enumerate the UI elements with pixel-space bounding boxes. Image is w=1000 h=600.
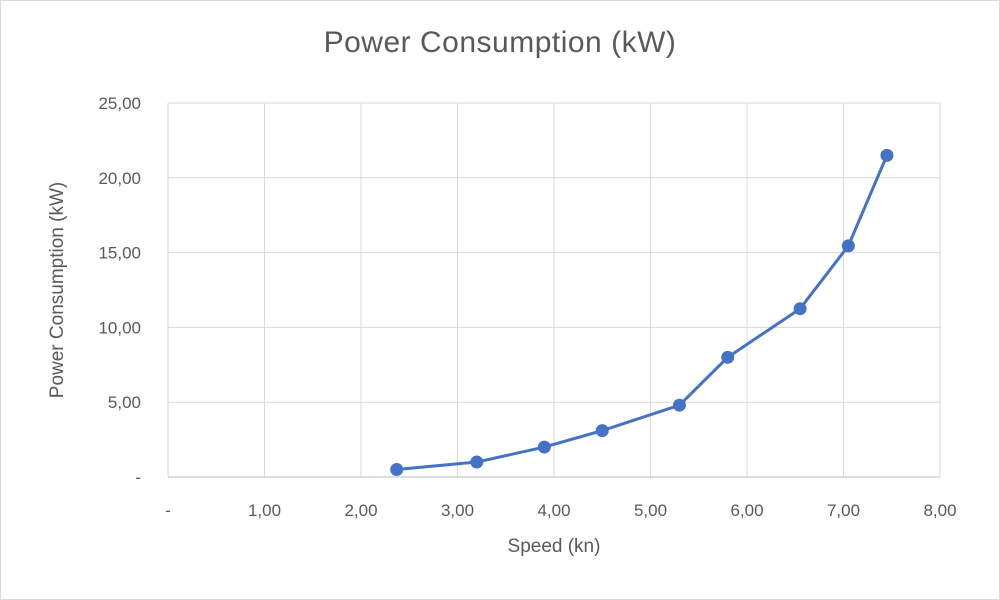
data-point[interactable] xyxy=(721,350,735,364)
data-point[interactable] xyxy=(793,302,807,316)
data-point[interactable] xyxy=(390,463,404,477)
series-line xyxy=(395,153,889,472)
x-tick-label: 5,00 xyxy=(634,501,667,520)
x-axis-label: Speed (kn) xyxy=(507,536,601,557)
data-point[interactable] xyxy=(841,239,855,253)
x-tick-label: 7,00 xyxy=(827,501,860,520)
y-tick-label: 10,00 xyxy=(98,318,141,337)
y-tick-label: 15,00 xyxy=(98,244,141,263)
x-tick-label: 1,00 xyxy=(248,501,281,520)
data-point[interactable] xyxy=(537,440,551,454)
y-tick-label: 5,00 xyxy=(108,393,141,412)
x-tick-label: 6,00 xyxy=(730,501,763,520)
data-point[interactable] xyxy=(595,424,609,438)
data-point[interactable] xyxy=(672,398,686,412)
y-tick-label: 20,00 xyxy=(98,169,141,188)
x-tick-label: 3,00 xyxy=(441,501,474,520)
chart-title: Power Consumption (kW) xyxy=(323,26,677,59)
x-tick-label: 4,00 xyxy=(537,501,570,520)
data-point[interactable] xyxy=(880,148,894,162)
x-tick-label: - xyxy=(165,501,171,520)
data-point[interactable] xyxy=(470,455,484,469)
y-tick-label: - xyxy=(135,468,141,487)
x-tick-label: 2,00 xyxy=(344,501,377,520)
y-tick-label: 25,00 xyxy=(98,94,141,113)
x-tick-label: 8,00 xyxy=(923,501,956,520)
